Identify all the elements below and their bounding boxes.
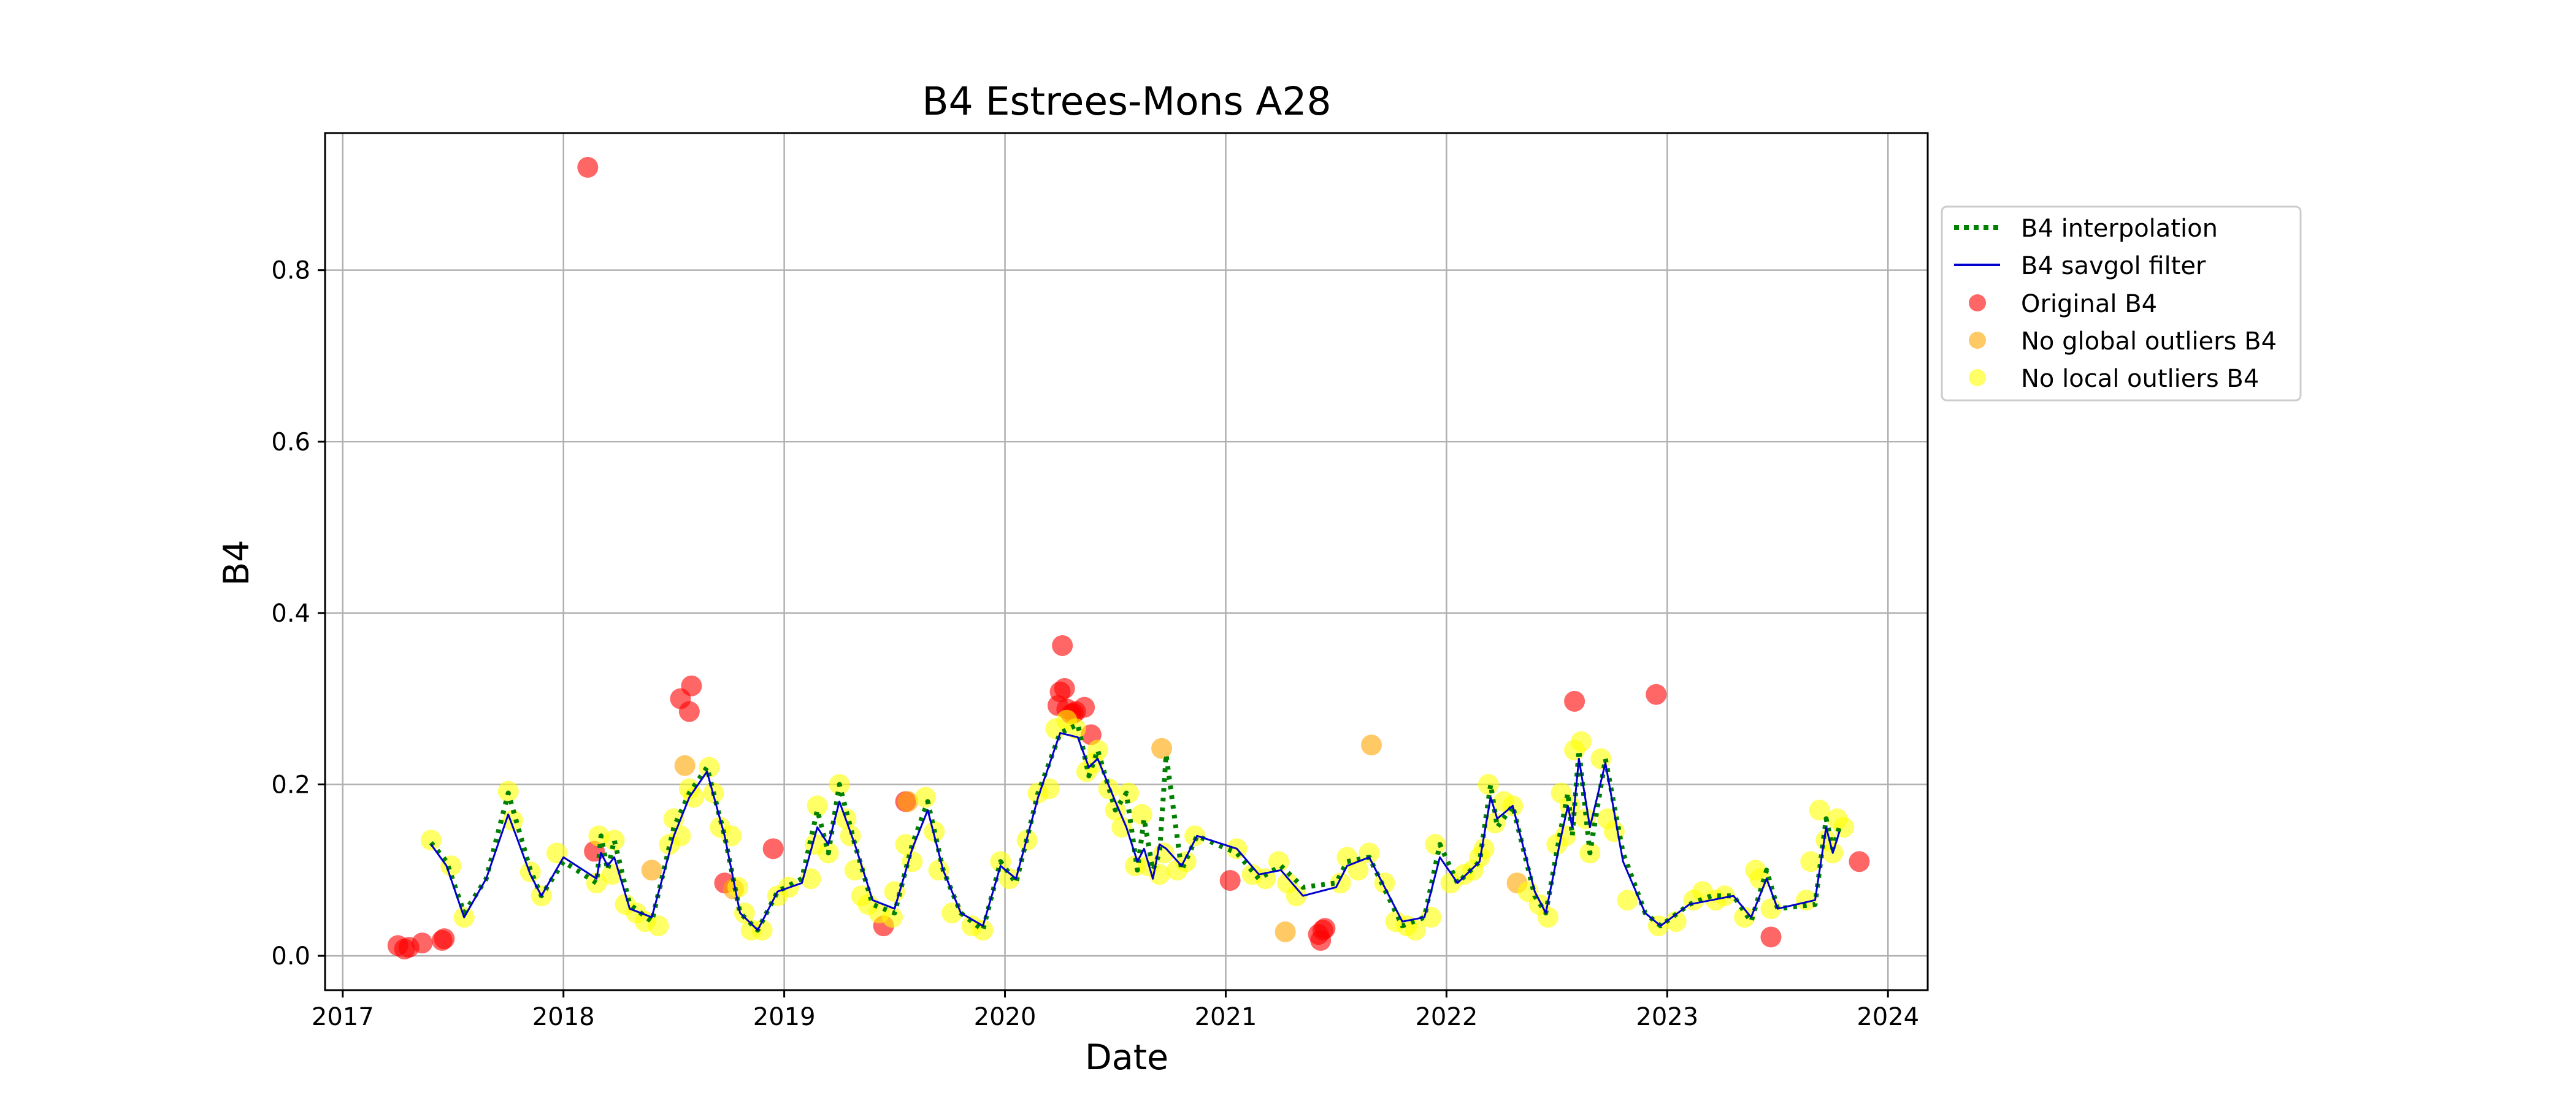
legend-swatch-no-global (1969, 332, 1986, 349)
point-no-local-outliers-b4 (895, 834, 916, 855)
point-original-b4 (1849, 851, 1870, 872)
series-line-b4-interpolation (429, 722, 1842, 933)
legend-label-interpolation: B4 interpolation (2021, 215, 2218, 243)
point-no-local-outliers-b4 (1590, 748, 1612, 769)
point-no-local-outliers-b4 (699, 757, 720, 778)
point-no-local-outliers-b4 (1184, 825, 1206, 847)
point-no-local-outliers-b4 (1087, 739, 1108, 761)
legend: B4 interpolation B4 savgol filter Origin… (1941, 205, 2302, 402)
point-no-local-outliers-b4 (1484, 812, 1506, 834)
point-no-local-outliers-b4 (1617, 890, 1638, 911)
legend-label-savgol: B4 savgol filter (2021, 252, 2206, 280)
y-tick-label: 0.2 (271, 771, 310, 799)
x-axis-label: Date (1085, 1037, 1168, 1078)
point-original-b4 (1219, 870, 1241, 891)
point-no-local-outliers-b4 (546, 842, 567, 864)
legend-label-no-global: No global outliers B4 (2021, 327, 2277, 356)
point-no-local-outliers-b4 (1537, 907, 1558, 928)
legend-label-original: Original B4 (2021, 290, 2157, 318)
point-original-b4 (1074, 696, 1095, 718)
point-original-b4 (681, 675, 702, 696)
point-no-local-outliers-b4 (586, 872, 607, 894)
y-tick-label: 0.8 (271, 257, 310, 285)
point-no-local-outliers-b4 (1734, 907, 1755, 928)
point-original-b4 (1646, 684, 1667, 705)
point-no-local-outliers-b4 (1405, 920, 1426, 941)
legend-label-no-local: No local outliers B4 (2021, 365, 2259, 393)
x-tick-label: 2017 (312, 1003, 374, 1031)
legend-swatch-original (1969, 294, 1986, 311)
point-no-global-outliers-b4 (1151, 738, 1173, 759)
point-no-local-outliers-b4 (1800, 851, 1822, 872)
point-no-local-outliers-b4 (840, 825, 861, 847)
point-original-b4 (762, 838, 784, 860)
point-no-local-outliers-b4 (928, 860, 949, 881)
point-no-global-outliers-b4 (674, 755, 696, 776)
point-original-b4 (577, 156, 599, 178)
point-no-local-outliers-b4 (1796, 890, 1817, 911)
y-tick-label: 0.6 (271, 428, 310, 456)
point-no-local-outliers-b4 (999, 868, 1020, 890)
plot-area (387, 156, 1870, 959)
point-no-local-outliers-b4 (1570, 731, 1592, 752)
point-no-local-outliers-b4 (1065, 718, 1086, 739)
legend-swatch-no-local (1969, 369, 1986, 386)
point-no-local-outliers-b4 (727, 877, 749, 898)
x-tick-label: 2018 (532, 1003, 595, 1031)
chart-title: B4 Estrees-Mons A28 (922, 79, 1331, 124)
series-line-b4-savgol-filter (430, 732, 1841, 931)
y-tick-label: 0.4 (271, 600, 310, 628)
point-original-b4 (1760, 926, 1782, 948)
x-tick-label: 2023 (1636, 1003, 1698, 1031)
point-no-local-outliers-b4 (914, 787, 936, 808)
point-original-b4 (434, 928, 455, 950)
point-no-local-outliers-b4 (1809, 799, 1830, 821)
x-tick-label: 2019 (753, 1003, 816, 1031)
point-no-local-outliers-b4 (1478, 774, 1499, 795)
point-no-local-outliers-b4 (1359, 842, 1380, 864)
x-tick-label: 2021 (1195, 1003, 1257, 1031)
point-no-local-outliers-b4 (1833, 817, 1855, 838)
point-no-local-outliers-b4 (1714, 885, 1735, 907)
point-no-local-outliers-b4 (1286, 885, 1307, 907)
point-original-b4 (412, 932, 433, 954)
point-no-local-outliers-b4 (1347, 860, 1369, 881)
grid-lines (325, 133, 1928, 990)
point-original-b4 (1564, 690, 1585, 712)
point-no-local-outliers-b4 (807, 795, 828, 817)
point-no-local-outliers-b4 (881, 907, 903, 928)
point-original-b4 (1054, 677, 1075, 699)
axis-ticks: 2017 2018 2019 2020 2021 2022 2023 2024 0.0 0.2 0.… (271, 257, 1919, 1031)
point-no-local-outliers-b4 (648, 915, 669, 937)
point-no-global-outliers-b4 (641, 860, 662, 881)
point-no-local-outliers-b4 (604, 830, 625, 851)
point-original-b4 (1052, 635, 1073, 657)
point-no-local-outliers-b4 (800, 868, 821, 890)
y-axis-label: B4 (217, 540, 257, 585)
point-no-local-outliers-b4 (844, 860, 865, 881)
x-tick-label: 2024 (1857, 1003, 1919, 1031)
point-no-local-outliers-b4 (1098, 778, 1119, 799)
point-no-local-outliers-b4 (751, 920, 773, 941)
point-original-b4 (678, 701, 700, 722)
axes-frame (324, 132, 1929, 991)
point-no-local-outliers-b4 (420, 830, 442, 851)
y-tick-label: 0.0 (271, 942, 310, 971)
point-no-local-outliers-b4 (1131, 804, 1152, 825)
point-no-local-outliers-b4 (1425, 834, 1446, 855)
point-no-global-outliers-b4 (1275, 921, 1296, 942)
point-no-local-outliers-b4 (1665, 911, 1687, 932)
point-original-b4 (1314, 918, 1336, 939)
x-tick-label: 2020 (974, 1003, 1037, 1031)
legend-frame (1941, 205, 2302, 402)
x-tick-label: 2022 (1415, 1003, 1478, 1031)
point-no-local-outliers-b4 (902, 851, 923, 872)
point-no-global-outliers-b4 (897, 791, 919, 812)
point-no-global-outliers-b4 (1361, 734, 1382, 756)
